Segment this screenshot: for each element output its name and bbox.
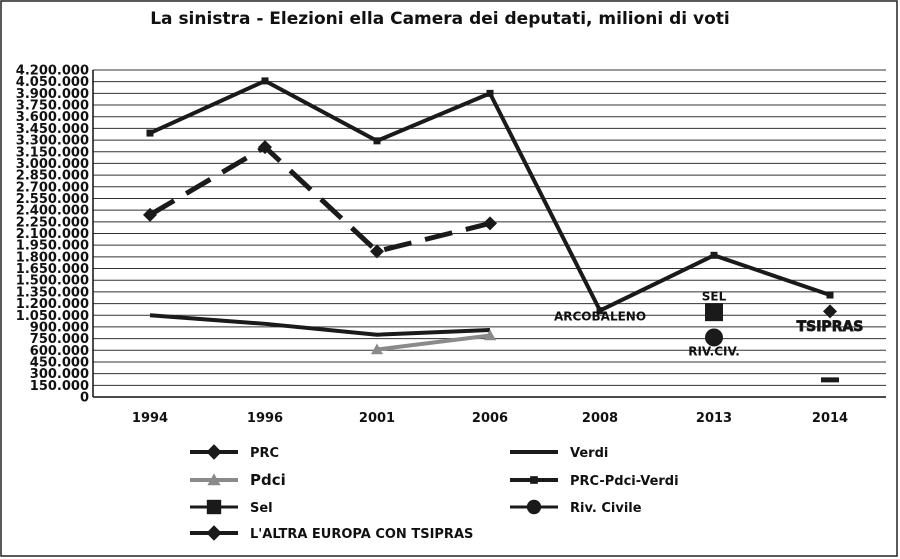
y-tick-label: 3.600.000: [16, 110, 89, 125]
axes: [92, 70, 886, 398]
y-tick-label: 3.750.000: [16, 99, 89, 114]
y-tick-label: 3.300.000: [16, 134, 89, 149]
y-tick-label: 1.200.000: [16, 297, 89, 312]
data-point: [373, 137, 381, 145]
series-prc: [143, 140, 497, 259]
data-point: [258, 140, 272, 155]
grid: [93, 69, 886, 386]
y-tick-label: 2.700.000: [16, 180, 89, 195]
y-axis-ticks: 0150.000300.000450.000600.000750.000900.…: [16, 64, 89, 406]
data-point: [710, 251, 718, 259]
series-riv: [705, 328, 723, 347]
data-point: [146, 129, 154, 137]
y-tick-label: 2.250.000: [16, 215, 89, 230]
data-point: [143, 207, 157, 222]
y-tick-label: 1.350.000: [16, 285, 89, 300]
chart-title: La sinistra - Elezioni ella Camera dei d…: [150, 9, 730, 29]
series-line-pdci: [376, 333, 491, 352]
data-point: [484, 329, 496, 341]
data-point: [371, 343, 383, 355]
series-somma: [146, 77, 834, 315]
data-point: [206, 525, 222, 541]
y-tick-label: 600.000: [30, 344, 89, 359]
x-tick-label: 2008: [582, 411, 618, 426]
data-point: [370, 244, 384, 259]
y-tick-label: 1.650.000: [16, 262, 89, 277]
data-point: [826, 291, 834, 299]
data-point: [483, 216, 497, 231]
data-point: [261, 77, 269, 85]
x-tick-label: 2013: [696, 411, 732, 426]
data-point: [530, 476, 538, 484]
y-tick-label: 4.050.000: [16, 75, 89, 90]
legend-label: PRC-Pdci-Verdi: [570, 474, 679, 489]
series-sel: [705, 303, 723, 322]
series-line-verdi: [149, 313, 491, 337]
legend-item-pdci: Pdci: [190, 471, 286, 489]
extra-mark: [821, 377, 839, 383]
y-tick-label: 1.950.000: [16, 239, 89, 254]
legend: PRC Verdi Pdci PRC-Pdci-Verdi Sel Riv. Civile…: [190, 444, 679, 542]
x-tick-label: 1996: [247, 411, 283, 426]
y-tick-label: 4.200.000: [16, 64, 89, 79]
series-tsipras: [823, 304, 837, 319]
legend-label: Riv. Civile: [570, 501, 642, 516]
data-point: [705, 303, 723, 322]
annotation-label: ARCOBALENO: [554, 310, 646, 324]
y-tick-label: 2.850.000: [16, 169, 89, 184]
legend-label: Sel: [250, 501, 273, 516]
data-point: [486, 89, 494, 97]
legend-item-riv: Riv. Civile: [510, 499, 642, 516]
data-point: [821, 377, 839, 383]
x-tick-label: 2006: [472, 411, 508, 426]
y-tick-label: 750.000: [30, 332, 89, 347]
y-tick-label: 150.000: [30, 379, 89, 394]
y-tick-label: 2.100.000: [16, 227, 89, 242]
data-point: [206, 499, 222, 515]
series-pdci: [371, 329, 496, 355]
y-tick-label: 300.000: [30, 367, 89, 382]
y-tick-label: 3.000.000: [16, 157, 89, 172]
data-point: [526, 499, 542, 515]
legend-item-tsipras: L'ALTRA EUROPA CON TSIPRAS: [190, 525, 473, 542]
series-line-prc: [148, 144, 491, 254]
y-tick-label: 0: [80, 391, 89, 406]
x-tick-label: 2001: [359, 411, 395, 426]
y-tick-label: 3.900.000: [16, 87, 89, 102]
data-point: [596, 307, 604, 315]
annotation-label: RIV.CIV.: [688, 344, 740, 358]
legend-label: Verdi: [570, 446, 608, 461]
data-point: [207, 473, 221, 486]
y-tick-label: 2.400.000: [16, 204, 89, 219]
series-layer: [143, 77, 839, 383]
legend-item-somma: PRC-Pdci-Verdi: [510, 474, 679, 489]
data-point: [823, 304, 837, 319]
annotation-label: TSIPRAS: [797, 319, 864, 335]
legend-label: Pdci: [250, 471, 286, 489]
data-point: [705, 328, 723, 347]
y-tick-label: 3.450.000: [16, 122, 89, 137]
x-tick-label: 1994: [132, 411, 168, 426]
x-axis-ticks: 1994 1996 2001 2006 2008 2013 2014: [132, 411, 848, 426]
y-tick-label: 1.500.000: [16, 274, 89, 289]
legend-item-sel: Sel: [190, 499, 273, 516]
y-tick-label: 2.550.000: [16, 192, 89, 207]
legend-item-verdi: Verdi: [510, 446, 608, 461]
y-tick-label: 1.800.000: [16, 250, 89, 265]
data-point: [206, 444, 222, 460]
x-tick-label: 2014: [812, 411, 848, 426]
y-tick-label: 1.050.000: [16, 309, 89, 324]
y-tick-label: 3.150.000: [16, 145, 89, 160]
legend-label: L'ALTRA EUROPA CON TSIPRAS: [250, 527, 473, 542]
y-tick-label: 900.000: [30, 320, 89, 335]
annotation-label: SEL: [702, 290, 727, 304]
legend-label: PRC: [250, 446, 279, 461]
series-verdi: [149, 313, 491, 337]
annotations: ARCOBALENO SEL RIV.CIV. TSIPRAS: [554, 290, 864, 359]
y-tick-label: 450.000: [30, 355, 89, 370]
legend-item-prc: PRC: [190, 444, 279, 461]
